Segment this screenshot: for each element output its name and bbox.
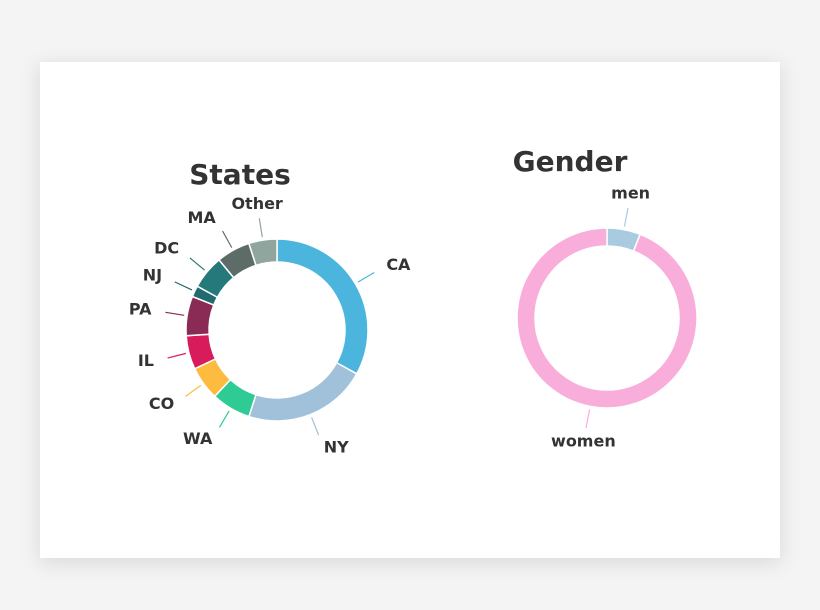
segment-label: men: [611, 184, 650, 203]
donut-segment: [516, 227, 698, 409]
leader-line: [258, 218, 263, 238]
leader-line: [311, 417, 320, 436]
segment-label: NJ: [143, 265, 162, 284]
segment-label: CA: [386, 255, 411, 274]
segment-label: women: [551, 431, 616, 450]
leader-line: [218, 410, 230, 428]
donut-segment: [247, 238, 278, 267]
segment-label: WA: [183, 429, 213, 448]
leader-line: [174, 281, 193, 291]
leader-line: [165, 311, 185, 316]
leader-line: [357, 271, 375, 283]
segment-label: Other: [231, 194, 282, 213]
chart-title: States: [189, 158, 291, 191]
segment-label: PA: [129, 300, 152, 319]
segment-label: NY: [324, 438, 349, 457]
chart-title: Gender: [513, 145, 628, 178]
leader-line: [189, 257, 205, 271]
segment-label: DC: [154, 239, 179, 258]
leader-line: [585, 409, 591, 429]
segment-label: IL: [138, 351, 154, 370]
segment-label: MA: [188, 208, 217, 227]
segment-label: CO: [149, 394, 174, 413]
leader-line: [185, 384, 202, 397]
leader-line: [222, 230, 233, 248]
leader-line: [167, 352, 187, 359]
card: [40, 62, 780, 558]
leader-line: [623, 207, 629, 227]
